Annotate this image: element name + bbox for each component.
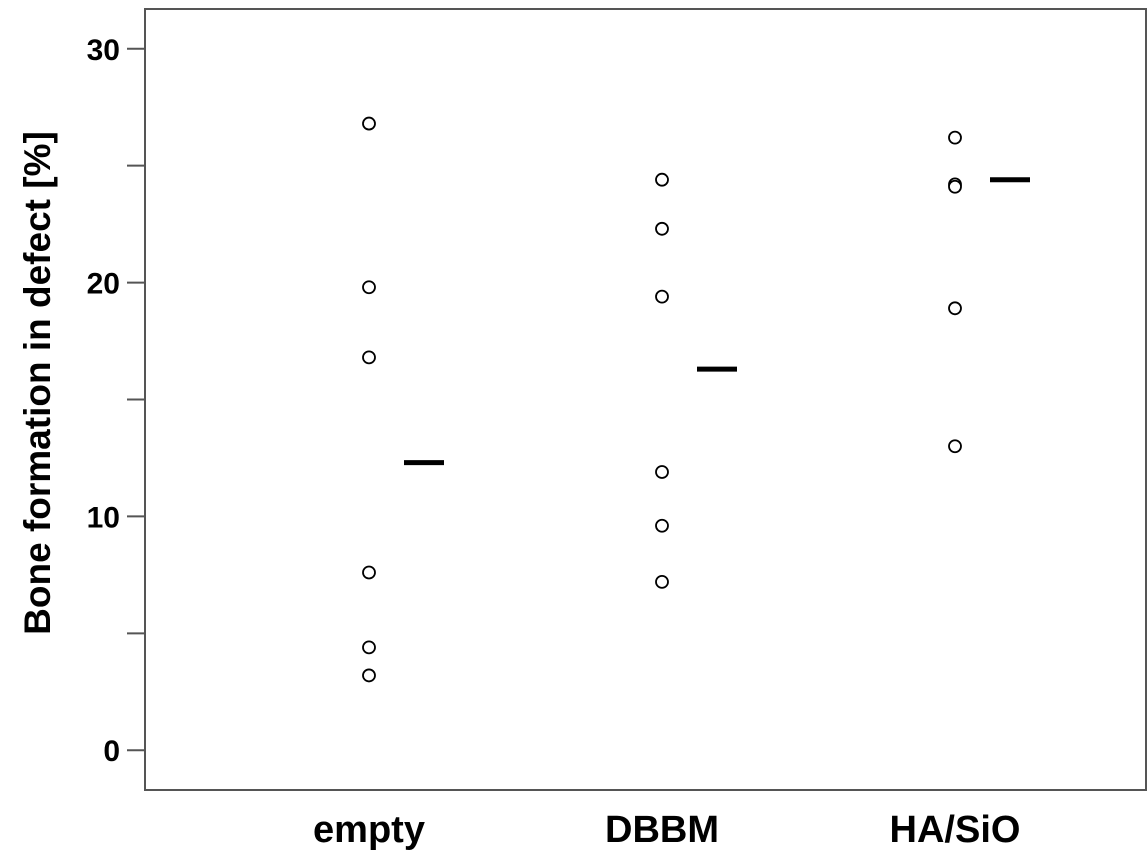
data-point: [362, 565, 376, 580]
data-point: [655, 518, 669, 533]
data-point: [655, 465, 669, 479]
data-point: [362, 668, 376, 683]
y-tick-label: 20: [87, 268, 120, 301]
plot-frame: [144, 8, 1147, 791]
data-point: [655, 289, 669, 304]
data-point: [362, 280, 376, 295]
category-label: empty: [313, 809, 425, 851]
y-tick-label: 10: [87, 501, 120, 534]
y-tick-label: 30: [87, 34, 120, 67]
data-point: [362, 350, 376, 365]
data-point: [948, 301, 962, 316]
category-label: DBBM: [605, 809, 719, 851]
y-tick-label: 0: [103, 735, 120, 768]
data-point: [362, 640, 376, 655]
y-axis-title: Bone formation in defect [%]: [17, 131, 58, 635]
data-point: [655, 172, 669, 187]
data-point: [655, 221, 669, 236]
data-point: [948, 179, 962, 194]
data-point: [948, 130, 962, 145]
data-point: [362, 116, 376, 131]
category-label: HA/SiO: [890, 809, 1021, 851]
data-point: [655, 574, 669, 589]
data-point: [948, 439, 962, 454]
